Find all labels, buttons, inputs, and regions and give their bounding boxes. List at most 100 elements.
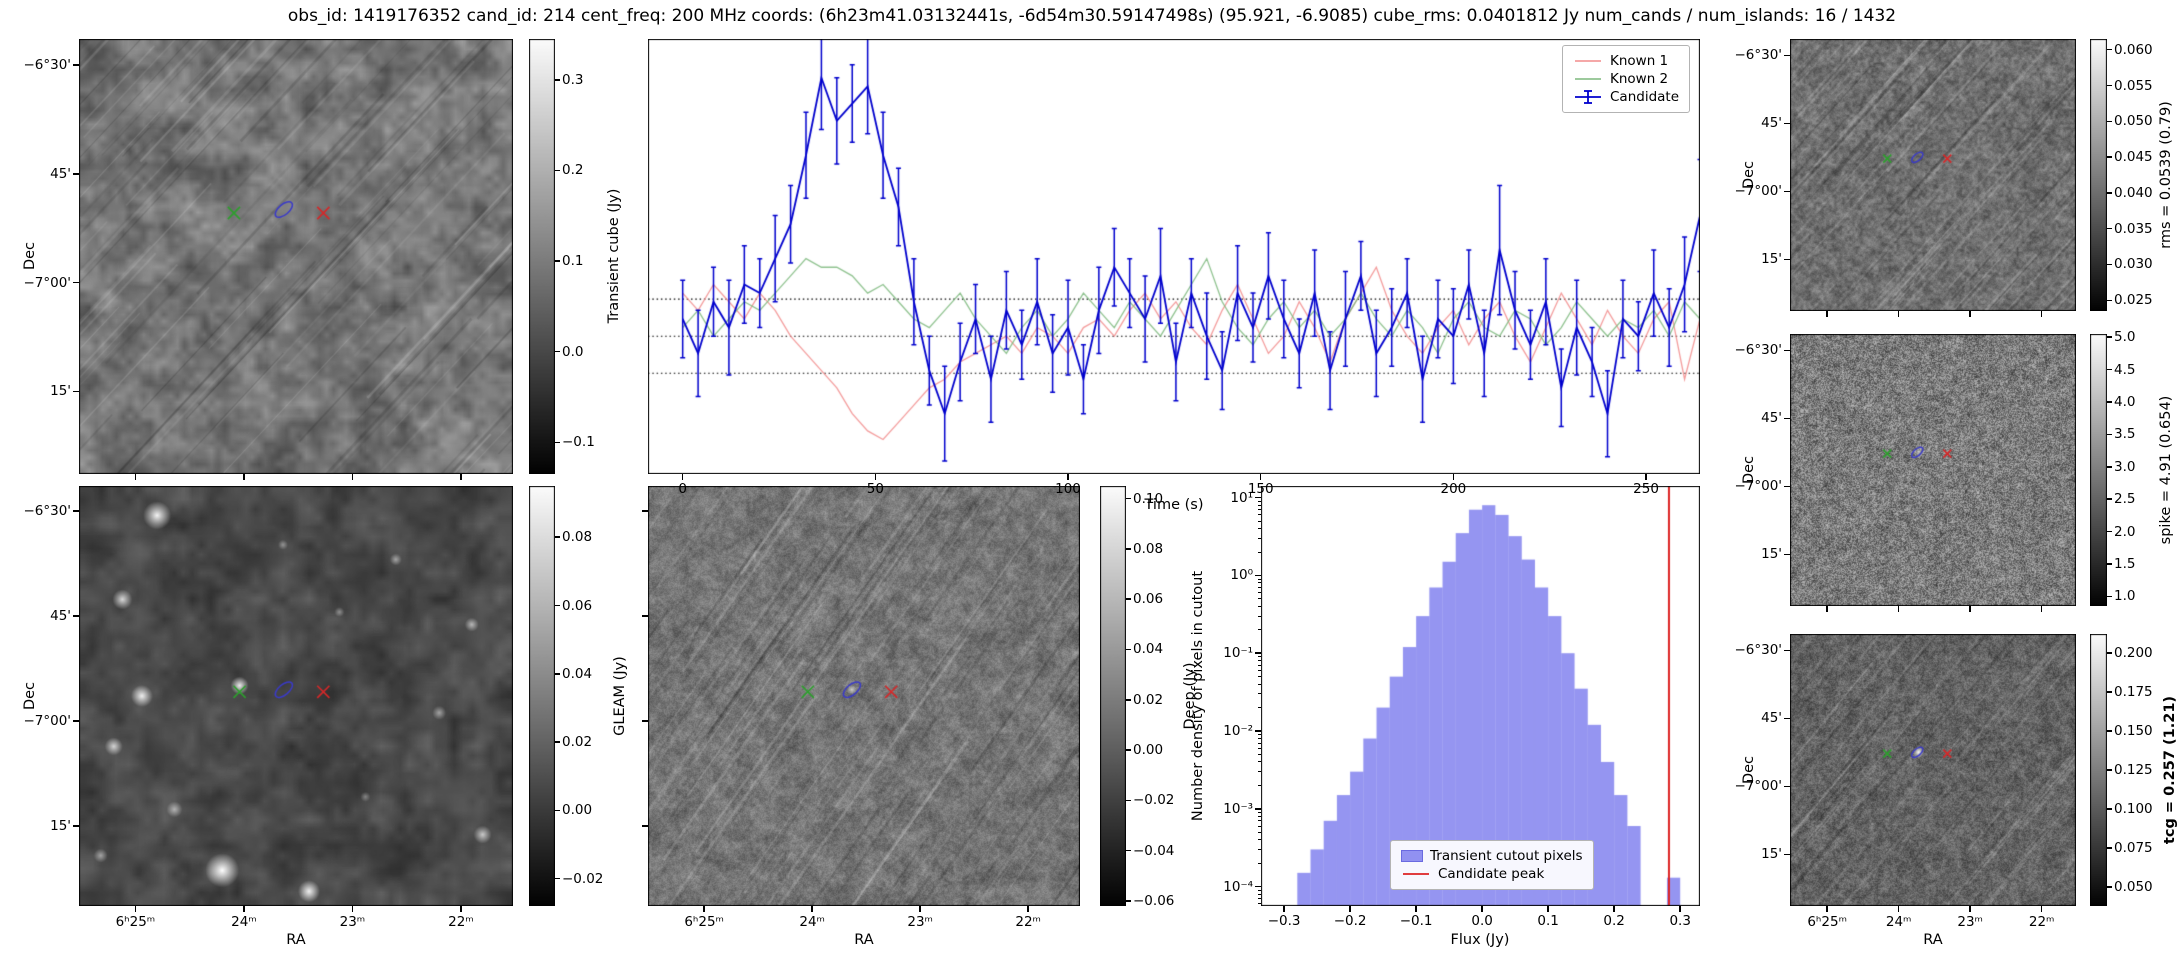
axis-tick [1969,311,1971,317]
colorbar-tick [2107,886,2112,888]
minor-axis-tick [1258,669,1261,671]
minor-axis-tick [1258,839,1261,841]
ra-tick-label: 24ᵐ [231,914,257,930]
legend-label-cutout-pixels: Transient cutout pixels [1430,848,1583,864]
minor-axis-tick [1258,811,1261,813]
colorbar-tick [555,877,560,880]
colorbar-tick-label: 2.0 [2114,523,2136,540]
axis-tick [1255,652,1261,654]
colorbar-tick [555,169,560,172]
colorbar-tick-label: 0.2 [562,162,584,179]
axis-tick [1784,785,1790,788]
histogram-patch-sample [1401,850,1423,862]
colorbar-tick-label: 0.0 [562,343,584,360]
colorbar-tick [2107,530,2112,533]
dec-axis-label: Dec [22,681,38,711]
tcg-colorbar [2090,634,2107,906]
axis-tick [351,906,354,912]
axis-tick [1969,606,1971,612]
colorbar-tick-label: 0.02 [1133,691,1164,708]
axis-tick [73,720,79,722]
legend-label-known1: Known 1 [1610,53,1669,69]
axis-tick [642,720,648,722]
axis-tick [642,615,648,617]
spike-colorbar [2090,334,2107,606]
axis-tick [73,615,79,617]
colorbar-tick-label: −0.02 [562,870,604,887]
minor-axis-tick [1258,629,1261,631]
axis-tick [703,906,705,912]
minor-axis-tick [1258,500,1261,502]
minor-axis-tick [1258,815,1261,817]
axis-tick [1784,258,1790,261]
lightcurve-legend: Known 1 Known 2 Candidate [1562,45,1691,113]
minor-axis-tick [1258,747,1261,749]
colorbar-tick [1126,598,1131,600]
ra-tick-label: 24ᵐ [799,914,825,930]
time-tick-label: 250 [1633,481,1659,497]
flux-tick-label: −0.2 [1333,913,1367,929]
legend-entry-known1: Known 1 [1573,53,1679,69]
colorbar-tick-label: 0.10 [1133,490,1164,507]
colorbar-tick [555,536,560,538]
time-tick-label: 50 [866,481,884,497]
colorbar-tick-label: 0.200 [2114,644,2153,661]
minor-axis-tick [1258,528,1261,530]
axis-tick [460,474,462,480]
gleam-image [79,486,513,906]
axis-tick [73,510,79,512]
colorbar-tick [2107,691,2112,693]
colorbar-tick-label: 5.0 [2114,329,2136,346]
colorbar-tick-label: 0.050 [2114,113,2153,130]
colorbar-tick [1126,699,1131,701]
colorbar-tick [1126,900,1131,902]
axis-tick [73,390,79,393]
dec-tick-label: 45' [1761,115,1782,132]
colorbar-tick [1126,548,1131,550]
minor-axis-tick [1258,771,1261,773]
colorbar-tick-label: 0.04 [1133,641,1164,658]
colorbar-tick [2107,401,2112,403]
legend-entry-known2: Known 2 [1573,71,1679,87]
minor-axis-tick [1258,582,1261,584]
legend-entry-candidate-peak: Candidate peak [1401,866,1583,882]
colorbar-tick-label: 0.06 [1133,591,1164,608]
peak-line-sample [1403,873,1429,875]
minor-axis-tick [1258,831,1261,833]
flux-tick-label: 0.2 [1603,913,1625,929]
colorbar-tick [2107,192,2112,194]
axis-tick [1415,906,1417,912]
colorbar-tick-label: 0.075 [2114,840,2153,857]
minor-axis-tick [1258,784,1261,786]
flux-tick-label: −0.3 [1267,913,1301,929]
colorbar-tick-label: 0.02 [562,734,593,751]
legend-label-candidate: Candidate [1610,89,1680,105]
colorbar-tick-label: 0.025 [2114,292,2153,309]
rms-image [1790,39,2076,311]
tcg-image [1790,634,2076,906]
axis-tick [1784,649,1790,652]
colorbar-tick [555,350,560,353]
transient-cube-image [79,39,513,474]
colorbar-tick [2107,563,2112,565]
axis-tick [1784,417,1790,420]
colorbar-tick [2107,847,2112,849]
known1-line-sample [1575,60,1601,62]
deep-colorbar [1100,486,1126,906]
colorbar-tick [2107,808,2112,810]
ra-tick-label: 24ᵐ [1885,914,1912,930]
axis-tick [1452,474,1455,480]
dec-tick-label: 15' [1761,251,1782,268]
axis-tick [1826,906,1828,912]
colorbar-tick [2107,652,2112,654]
flux-histogram-plot [1261,486,1700,906]
colorbar-tick [555,441,560,444]
colorbar-tick [2107,84,2112,87]
axis-tick [681,474,684,480]
axis-tick [2040,606,2043,612]
axis-tick [2040,906,2043,912]
axis-tick [73,825,79,827]
minor-axis-tick [1258,615,1261,617]
axis-tick [874,474,877,480]
